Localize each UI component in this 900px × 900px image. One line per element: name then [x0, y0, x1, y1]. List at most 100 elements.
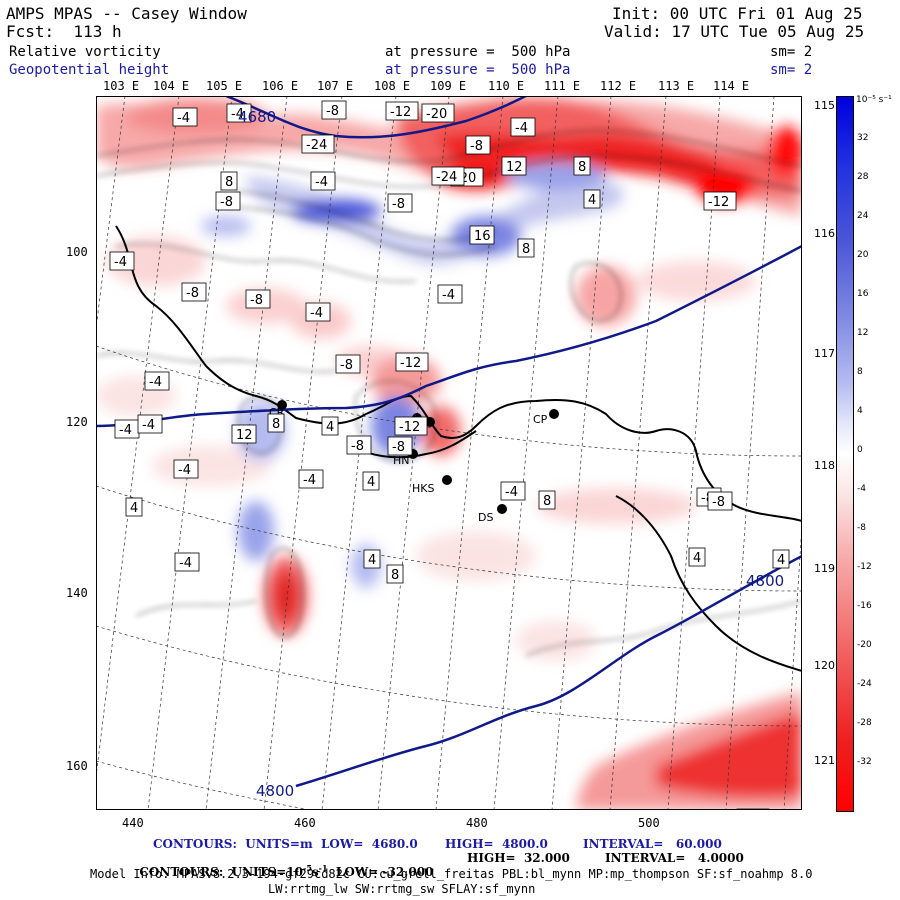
svg-text:-8: -8 [351, 439, 364, 454]
svg-text:-8: -8 [250, 293, 263, 308]
svg-text:-4: -4 [442, 288, 455, 303]
footer-vort-s: s [311, 865, 319, 879]
colorbar-tick-label: -4 [857, 484, 866, 494]
colorbar-tick-label: 32 [857, 133, 869, 143]
longitude-label: 114 E [713, 79, 750, 93]
svg-text:-4: -4 [303, 473, 316, 488]
longitude-label: 104 E [153, 79, 190, 93]
vorticity-value-label: -4 [298, 469, 324, 489]
field2-name: Geopotential height [9, 62, 170, 78]
vorticity-value-label: -12 [703, 191, 737, 211]
vorticity-value-label: -20 [421, 103, 455, 123]
svg-text:-24: -24 [306, 138, 327, 153]
vorticity-value-label: -4 [172, 107, 198, 127]
footer-height-interval: INTERVAL= 60.000 [583, 837, 722, 851]
svg-text:-4: -4 [149, 375, 162, 390]
footer-height-high: HIGH= 4800.0 [445, 837, 548, 851]
x-tick-label: 500 [638, 816, 660, 830]
svg-text:8: 8 [522, 242, 530, 257]
svg-text:4: 4 [326, 420, 334, 435]
colorbar-tick-label: 0 [857, 445, 863, 455]
svg-text:-8: -8 [340, 358, 353, 373]
station-cp-dot [549, 409, 559, 419]
svg-text:-8: -8 [186, 286, 199, 301]
field1-level: at pressure = 500 hPa [385, 44, 571, 60]
colorbar [836, 96, 854, 812]
longitude-label: 111 E [544, 79, 581, 93]
svg-text:-4: -4 [505, 485, 518, 500]
y-tick-label: 140 [66, 586, 88, 600]
svg-text:4: 4 [693, 551, 701, 566]
colorbar-tick-label: -12 [857, 562, 872, 572]
footer-vort-high: HIGH= 32.000 [467, 851, 570, 865]
colorbar-tick-label: 28 [857, 172, 869, 182]
footer-vort-units: CONTOURS: UNITS=10-5s-1 LOW= -32.000 [131, 852, 433, 878]
svg-text:-4: -4 [119, 423, 132, 438]
vorticity-value-label: -8 [215, 191, 241, 211]
svg-text:-20: -20 [426, 107, 447, 122]
vorticity-value-label: 8 [573, 156, 591, 176]
svg-text:-4: -4 [114, 255, 127, 270]
vorticity-value-label: 4 [688, 547, 706, 567]
y-tick-label: 100 [66, 245, 88, 259]
vorticity-value-label: -12 [394, 416, 428, 436]
height-contour-label: 4800 [256, 782, 294, 800]
vorticity-value-label: -8 [387, 193, 413, 213]
vorticity-value-label: -8 [181, 282, 207, 302]
svg-text:4: 4 [130, 501, 138, 516]
footer-height-units: CONTOURS: UNITS=m LOW= 4680.0 [153, 837, 418, 851]
vorticity-value-label: -4 [144, 371, 170, 391]
vorticity-value-label: 4 [363, 549, 381, 569]
svg-text:4: 4 [367, 475, 375, 490]
vorticity-value-label: -4 [437, 284, 463, 304]
station-label: HN [393, 454, 410, 467]
longitude-label: 113 E [658, 79, 695, 93]
longitude-label: 109 E [430, 79, 467, 93]
footer-vort-units-text: CONTOURS: UNITS=10 [139, 865, 303, 879]
vorticity-value-label: -8 [321, 100, 347, 120]
map-title: AMPS MPAS -- Casey Window [6, 4, 247, 23]
graticule [96, 96, 802, 810]
station-cr-dot [277, 400, 287, 410]
svg-text:-24: -24 [436, 170, 457, 185]
svg-text:4: 4 [777, 553, 785, 568]
vorticity-value-label: -24 [431, 166, 465, 186]
svg-text:-8: -8 [220, 195, 233, 210]
footer-vort-low: LOW= -32.000 [327, 865, 434, 879]
vorticity-value-label: -12 [395, 352, 429, 372]
longitude-label: 112 E [600, 79, 637, 93]
svg-text:8: 8 [543, 494, 551, 509]
x-tick-label: 480 [466, 816, 488, 830]
vorticity-value-label: -4 [305, 302, 331, 322]
svg-text:4: 4 [368, 553, 376, 568]
vorticity-value-label: 4 [362, 471, 380, 491]
longitude-label: 107 E [317, 79, 354, 93]
longitude-label: 103 E [103, 79, 140, 93]
model-info-radiation: LW:rrtmg_lw SW:rrtmg_sw SFLAY:sf_mynn [268, 882, 536, 896]
svg-text:-4: -4 [179, 556, 192, 571]
station-label: DS [478, 511, 493, 524]
svg-text:8: 8 [272, 417, 280, 432]
svg-text:-4: -4 [142, 418, 155, 433]
vorticity-value-label: -4 [500, 481, 526, 501]
svg-text:4: 4 [588, 193, 596, 208]
svg-text:8: 8 [578, 160, 586, 175]
height-contour-label: 4800 [746, 572, 784, 590]
vorticity-value-label: 12 [501, 156, 527, 176]
colorbar-tick-label: 12 [857, 328, 869, 338]
colorbar-tick-label: 16 [857, 289, 869, 299]
colorbar-tick-label: 20 [857, 250, 869, 260]
vorticity-value-label: 4 [772, 549, 790, 569]
vorticity-value-label: -4 [173, 459, 199, 479]
vorticity-value-label: -4 [510, 117, 536, 137]
x-tick-label: 440 [122, 816, 144, 830]
vorticity-value-label: 8 [538, 490, 556, 510]
vorticity-value-label: -8 [707, 491, 733, 511]
svg-text:-8: -8 [470, 139, 483, 154]
vorticity-value-label: 8 [220, 171, 238, 191]
y-tick-label: 160 [66, 759, 88, 773]
svg-text:-4: -4 [231, 107, 244, 122]
vorticity-value-label: 8 [517, 238, 535, 258]
vorticity-value-label: -8 [346, 435, 372, 455]
vorticity-value-label: -4 [137, 414, 163, 434]
